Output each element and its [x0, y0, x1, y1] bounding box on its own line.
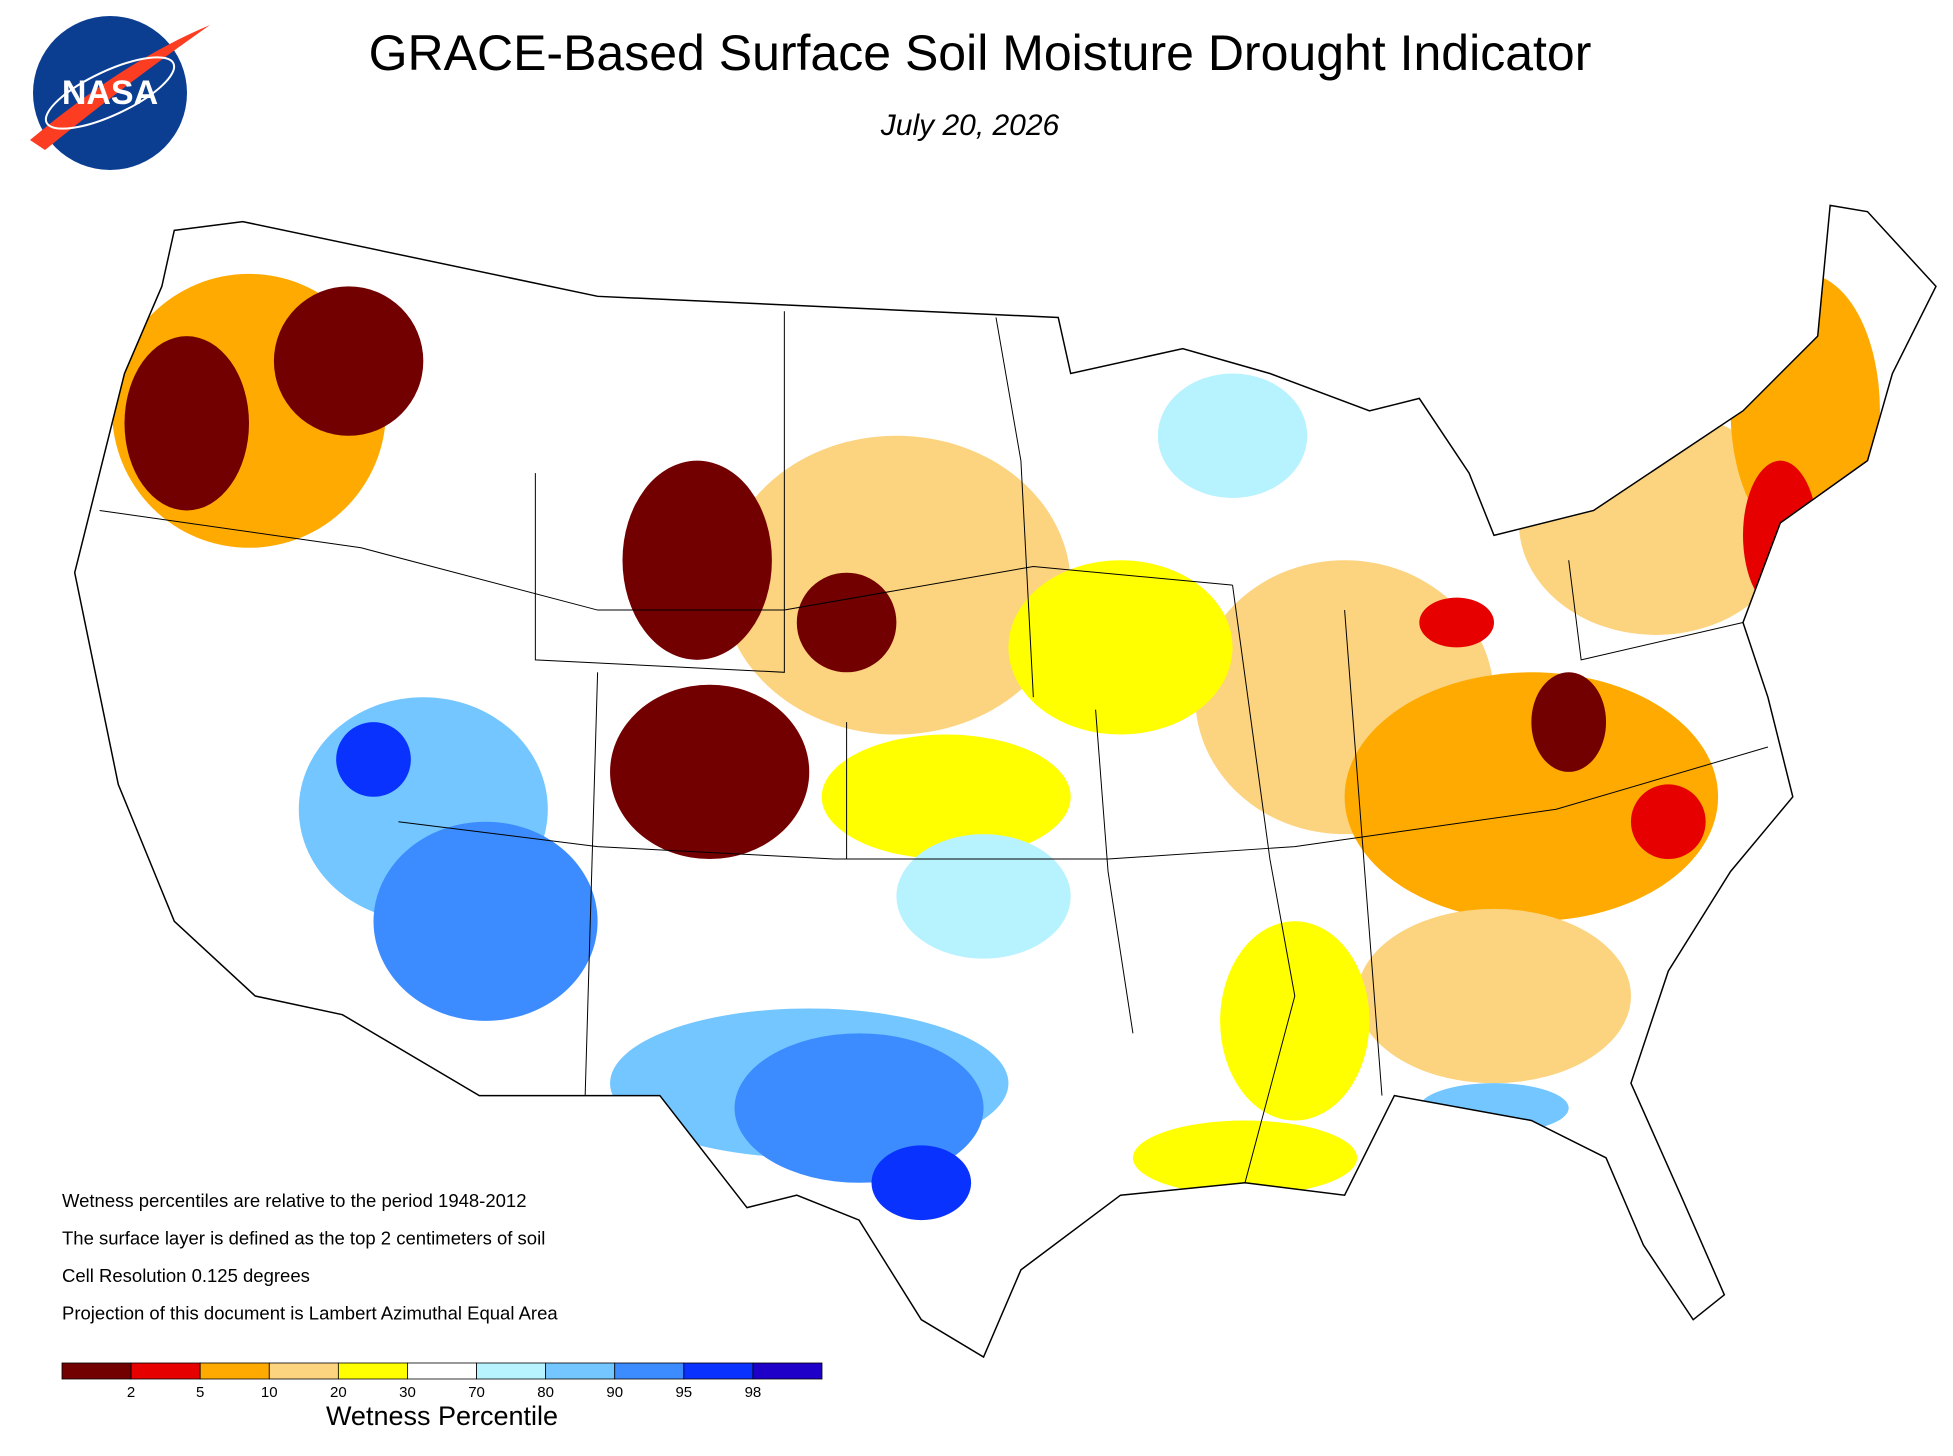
state-border [995, 317, 1296, 1183]
legend-tick-label: 70 [468, 1384, 485, 1401]
legend-tick-label: 98 [745, 1384, 762, 1401]
legend-swatch [407, 1362, 477, 1380]
very-dry-area [622, 460, 772, 660]
state-border [1344, 560, 1744, 1096]
legend-swatch [683, 1362, 754, 1380]
legend: Wetness Percentile 2 5 10 20 30 70 80 90 95 98 [61, 1362, 823, 1431]
state-borders [99, 311, 1769, 1183]
wet-area [1157, 373, 1308, 498]
dry-area [722, 435, 1071, 735]
note: Cell Resolution 0.125 degrees [62, 1265, 310, 1286]
legend-swatch [476, 1362, 547, 1380]
legend-title: Wetness Percentile [326, 1401, 558, 1431]
dry-area [821, 734, 1071, 860]
legend-tick-label: 20 [330, 1384, 347, 1401]
nasa-logo: NASA [30, 16, 210, 170]
very-dry-area [1630, 784, 1706, 860]
legend-tick-label: 95 [675, 1384, 692, 1401]
note: Wetness percentiles are relative to the … [62, 1190, 527, 1211]
legend-swatch [614, 1362, 685, 1380]
legend-tick-label: 10 [261, 1384, 278, 1401]
legend-swatch [199, 1362, 270, 1380]
dry-area [1357, 908, 1631, 1084]
state-border [398, 746, 1769, 860]
very-dry-area [610, 684, 810, 860]
legend-tick-label: 30 [399, 1384, 416, 1401]
dry-area [1132, 1120, 1358, 1196]
date: July 20, 2026 [880, 109, 1060, 142]
legend-swatch [130, 1362, 201, 1380]
wet-area [896, 834, 1071, 959]
wet-area [373, 821, 598, 1021]
very-dry-area [796, 572, 897, 673]
legend-swatch [545, 1362, 616, 1380]
legend-swatch [752, 1362, 823, 1380]
wet-area [871, 1145, 972, 1221]
legend-tick-label: 2 [127, 1384, 135, 1401]
note: The surface layer is defined as the top … [62, 1228, 545, 1249]
logo-text: NASA [62, 74, 158, 112]
very-dry-area [124, 336, 249, 511]
wet-area [1419, 1083, 1569, 1133]
legend-tick-label: 80 [537, 1384, 554, 1401]
very-dry-area [1531, 672, 1607, 772]
dry-area [1008, 560, 1233, 735]
legend-swatch [61, 1362, 132, 1380]
legend-swatch [268, 1362, 339, 1380]
very-dry-area [1419, 597, 1494, 648]
state-border [534, 311, 785, 673]
notes: Wetness percentiles are relative to the … [62, 1190, 558, 1324]
legend-tick-label: 90 [606, 1384, 623, 1401]
note: Projection of this document is Lambert A… [62, 1303, 558, 1324]
map [73, 204, 1937, 1358]
dry-area [1220, 921, 1370, 1121]
legend-tick-label: 5 [196, 1384, 204, 1401]
very-dry-area [1743, 460, 1818, 611]
legend-swatch [337, 1362, 408, 1380]
very-dry-area [273, 286, 424, 436]
dry-area [1344, 672, 1719, 922]
title: GRACE-Based Surface Soil Moisture Drough… [369, 25, 1592, 81]
wet-area [336, 722, 411, 797]
logo-swoosh [30, 25, 210, 150]
logo-orbit [44, 56, 176, 130]
state-border [584, 672, 1134, 1096]
state-border [99, 509, 1233, 611]
